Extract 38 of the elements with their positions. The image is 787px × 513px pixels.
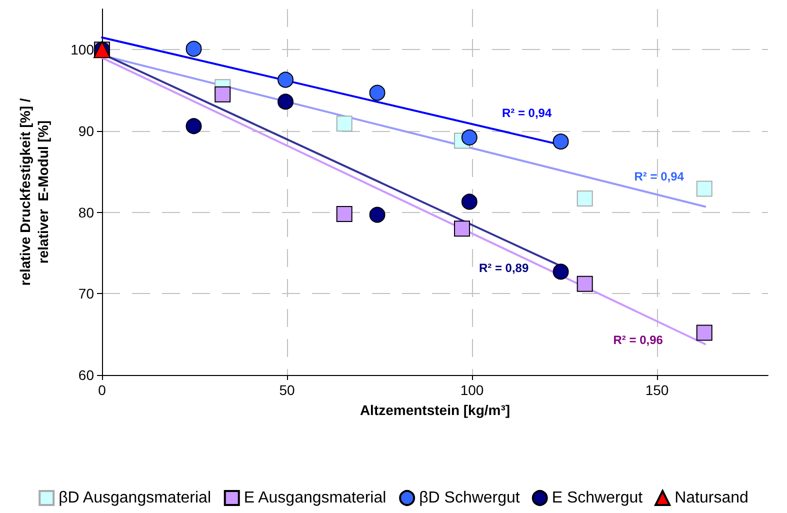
y-tick-label: 60 <box>78 367 94 383</box>
annotation: R² = 0,94 <box>502 106 552 120</box>
point <box>336 206 352 222</box>
y-tick-label: 80 <box>78 204 94 220</box>
legend-label: βD Schwergut <box>419 490 520 506</box>
y-tick-label: 90 <box>78 123 94 139</box>
x-tick-label: 100 <box>460 382 484 398</box>
annotation: R² = 0,89 <box>478 261 529 276</box>
x-tick-label: 0 <box>98 382 106 398</box>
point <box>552 264 569 280</box>
legend-label: βD Ausgangsmaterial <box>58 490 211 506</box>
point <box>369 84 386 101</box>
legend-label: E Ausgangsmaterial <box>244 490 386 506</box>
legend-label: E Schwergut <box>552 490 644 506</box>
point <box>461 130 478 146</box>
point <box>696 180 712 197</box>
point <box>186 118 202 134</box>
point <box>576 190 593 207</box>
y-tick-label: 100 <box>70 42 94 58</box>
point <box>576 276 593 292</box>
point <box>552 134 569 150</box>
y-axis-title: relative Druckfestigkeit [%] / relativer E-Modul [%] <box>17 98 51 286</box>
point <box>696 324 712 341</box>
point <box>186 40 202 57</box>
point <box>214 86 231 102</box>
annotation: R² = 0,94 <box>634 170 684 184</box>
y-tick-label: 70 <box>78 286 94 302</box>
point <box>461 194 478 210</box>
point <box>454 220 470 237</box>
point <box>336 116 352 132</box>
point <box>278 94 294 110</box>
point <box>369 206 386 223</box>
legend-label: Natursand <box>674 490 748 506</box>
point <box>278 72 294 88</box>
x-tick-label: 150 <box>645 382 669 398</box>
x-tick-label: 50 <box>279 382 295 398</box>
annotation: R² = 0,96 <box>613 333 664 348</box>
x-axis-title: Altzementstein [kg/m³] <box>360 402 510 418</box>
